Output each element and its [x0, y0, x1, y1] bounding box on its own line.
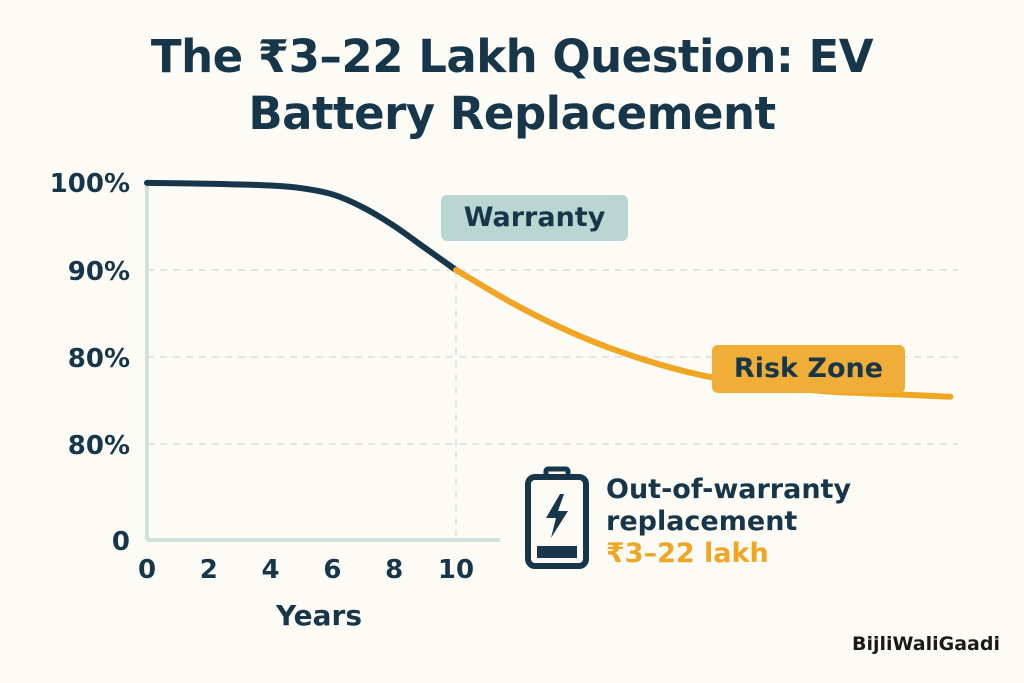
warranty-label: Warranty	[441, 195, 628, 241]
series-layer	[144, 179, 954, 400]
callout-line-2: replacement	[606, 506, 798, 537]
title-line-1: The ₹3–22 Lakh Question: EV	[150, 30, 874, 83]
series-line-risk	[453, 267, 954, 400]
title-line-2: Battery Replacement	[248, 87, 776, 140]
battery-charging-icon	[525, 466, 589, 569]
x-tick-label: 8	[385, 555, 403, 585]
series-line-warranty	[144, 179, 459, 273]
brand-watermark: BijliWaliGaadi	[851, 633, 1000, 655]
y-tick-label: 0	[112, 527, 130, 557]
x-tick-label: 6	[323, 555, 341, 585]
axis-layer	[145, 182, 500, 542]
out-of-warranty-callout: Out-of-warranty replacement ₹3–22 lakh	[606, 474, 851, 570]
y-tick-label: 80%	[68, 431, 130, 461]
x-axis-label: Years	[275, 599, 362, 632]
x-tick-label: 0	[138, 555, 156, 585]
x-tick-label: 10	[438, 555, 474, 585]
callout-cost: ₹3–22 lakh	[606, 538, 769, 569]
y-tick-label: 100%	[50, 169, 130, 199]
x-tick-label: 2	[200, 555, 218, 585]
risk-zone-label: Risk Zone	[712, 345, 905, 393]
x-tick-label: 4	[262, 555, 280, 585]
tick-layer: 100% 90% 80% 80% 00 2 4 6 8 10	[50, 169, 474, 585]
chart-title: The ₹3–22 Lakh Question: EV Battery Repl…	[0, 28, 1024, 142]
callout-line-1: Out-of-warranty	[606, 474, 852, 505]
grid-layer	[147, 269, 958, 540]
y-tick-label: 90%	[68, 257, 130, 287]
y-tick-label: 80%	[68, 344, 130, 374]
